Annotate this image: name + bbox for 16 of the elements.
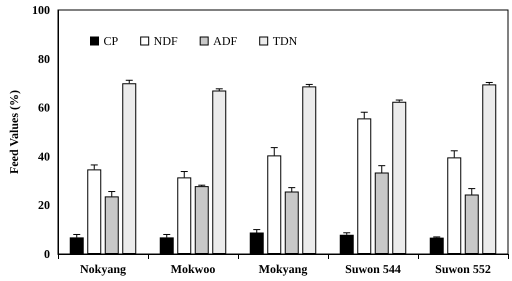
y-tick-label: 0 [44, 247, 50, 261]
legend-label: CP [104, 34, 119, 48]
y-axis-title: Feed Values (%) [7, 90, 21, 174]
x-tick-label: Suwon 544 [345, 262, 401, 276]
y-tick-label: 20 [38, 198, 50, 212]
legend-label: ADF [213, 34, 238, 48]
legend-label: NDF [154, 34, 178, 48]
x-tick-label: Suwon 552 [435, 262, 491, 276]
y-tick-label: 80 [38, 52, 50, 66]
x-tick-label: Mokwoo [170, 262, 216, 276]
y-tick-label: 100 [32, 3, 50, 17]
x-tick-label: Mokyang [258, 262, 308, 276]
y-tick-label: 40 [38, 149, 50, 164]
x-tick-label: Nokyang [80, 262, 126, 276]
y-tick-label: 60 [38, 100, 50, 115]
legend-label: TDN [272, 34, 298, 48]
